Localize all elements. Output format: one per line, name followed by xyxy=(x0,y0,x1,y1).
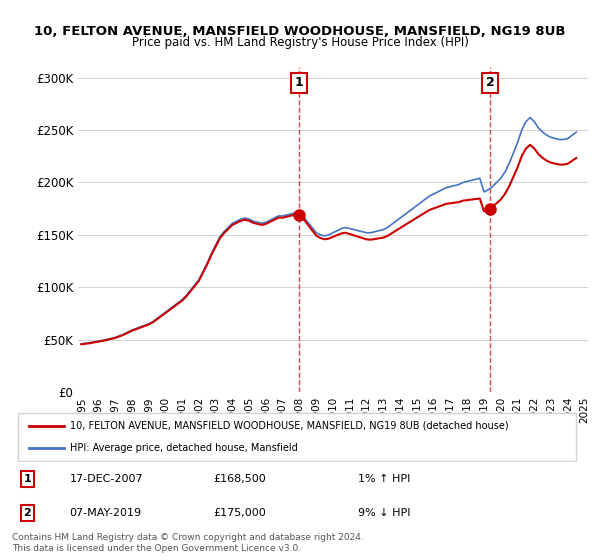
Text: 1% ↑ HPI: 1% ↑ HPI xyxy=(358,474,410,484)
Text: 2: 2 xyxy=(485,76,494,90)
Text: 17-DEC-2007: 17-DEC-2007 xyxy=(70,474,143,484)
Text: 10, FELTON AVENUE, MANSFIELD WOODHOUSE, MANSFIELD, NG19 8UB (detached house): 10, FELTON AVENUE, MANSFIELD WOODHOUSE, … xyxy=(70,421,508,431)
Text: 10, FELTON AVENUE, MANSFIELD WOODHOUSE, MANSFIELD, NG19 8UB: 10, FELTON AVENUE, MANSFIELD WOODHOUSE, … xyxy=(34,25,566,38)
Text: HPI: Average price, detached house, Mansfield: HPI: Average price, detached house, Mans… xyxy=(70,443,298,453)
Text: £168,500: £168,500 xyxy=(214,474,266,484)
Text: 1: 1 xyxy=(23,474,31,484)
Text: £175,000: £175,000 xyxy=(214,508,266,518)
Text: 1: 1 xyxy=(295,76,303,90)
Text: 9% ↓ HPI: 9% ↓ HPI xyxy=(358,508,410,518)
FancyBboxPatch shape xyxy=(18,413,577,461)
Text: 07-MAY-2019: 07-MAY-2019 xyxy=(70,508,142,518)
Text: Contains HM Land Registry data © Crown copyright and database right 2024.
This d: Contains HM Land Registry data © Crown c… xyxy=(12,533,364,553)
Text: 2: 2 xyxy=(23,508,31,518)
Text: Price paid vs. HM Land Registry's House Price Index (HPI): Price paid vs. HM Land Registry's House … xyxy=(131,36,469,49)
